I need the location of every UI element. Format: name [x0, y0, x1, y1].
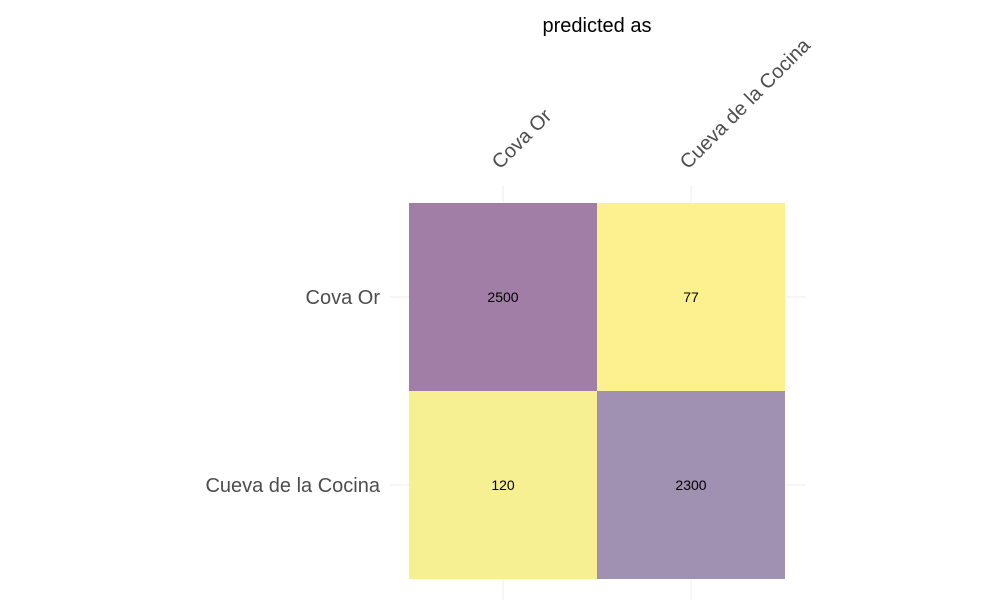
cells-layer — [409, 203, 785, 579]
cell-value-label: 77 — [683, 289, 699, 305]
heatmap-cell — [409, 391, 597, 579]
heatmap-cell — [597, 391, 785, 579]
heatmap-cell — [597, 203, 785, 391]
cell-value-label: 2500 — [487, 289, 518, 305]
cell-value-label: 2300 — [675, 477, 706, 493]
column-label: Cueva de la Cocina — [676, 34, 816, 174]
row-label: Cova Or — [306, 287, 381, 309]
chart-title: predicted as — [543, 15, 652, 37]
row-label: Cueva de la Cocina — [205, 475, 380, 497]
heatmap-cell — [409, 203, 597, 391]
values-layer: 2500 77 120 2300 — [487, 289, 706, 493]
cell-value-label: 120 — [491, 477, 515, 493]
column-label: Cova Or — [488, 105, 556, 173]
